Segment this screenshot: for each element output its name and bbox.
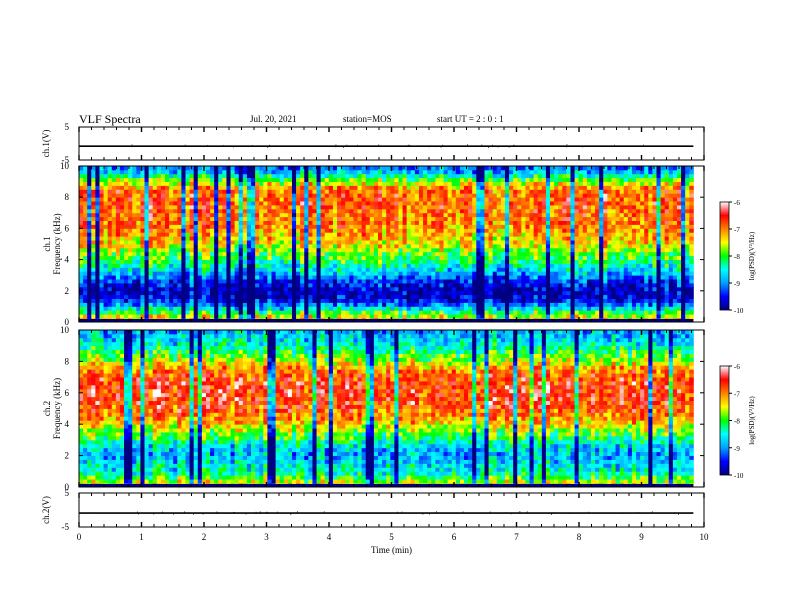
y-tick-label: 5 <box>65 122 70 132</box>
x-tick-label: 6 <box>452 532 457 542</box>
y-tick-label: 0 <box>65 317 70 327</box>
colorbar-tick-label: -8 <box>734 418 740 426</box>
spectrogram-ylabel: ch.1 Frequency (kHz) <box>42 213 62 274</box>
spectrogram-ylabel-line: Frequency (kHz) <box>52 213 62 274</box>
spectrogram-ylabel-line: Frequency (kHz) <box>52 378 62 439</box>
header-station: station=MOS <box>343 114 392 124</box>
header-start-time: start UT = 2 : 0 : 1 <box>437 114 504 124</box>
colorbar-label: log(PSD)(V²/Hz) <box>748 231 756 280</box>
colorbar-tick-label: -10 <box>734 472 744 480</box>
y-tick-label: -5 <box>62 522 70 532</box>
y-tick-label: 8 <box>65 192 70 202</box>
y-tick-label: 2 <box>65 286 70 296</box>
x-tick-label: 10 <box>700 532 710 542</box>
y-tick-label: 4 <box>65 255 70 265</box>
spectrogram-image <box>79 166 694 323</box>
header-date: Jul. 20, 2021 <box>250 114 297 124</box>
x-tick-label: 3 <box>264 532 269 542</box>
voltage-panel-frame <box>78 492 705 528</box>
voltage-ylabel-line: ch.2(V) <box>41 496 51 524</box>
y-tick-label: 5 <box>65 488 70 498</box>
x-axis-label: Time (min) <box>371 545 412 555</box>
x-tick-label: 4 <box>327 532 332 542</box>
voltage-ylabel: ch.1(V) <box>41 130 51 158</box>
y-tick-label: 0 <box>65 482 70 492</box>
spectrogram-ylabel-line: ch.2 <box>42 401 52 416</box>
voltage-ylabel-line: ch.1(V) <box>41 130 51 158</box>
colorbar <box>719 201 730 311</box>
figure-title: VLF Spectra <box>79 112 141 126</box>
colorbar-tick-label: -9 <box>734 280 740 288</box>
colorbar-tick-label: -9 <box>734 445 740 453</box>
colorbar-tick-label: -10 <box>734 307 744 315</box>
x-tick-label: 7 <box>514 532 519 542</box>
colorbar-tick-label: -7 <box>734 390 740 398</box>
spectrogram-ylabel-line: ch.1 <box>42 236 52 251</box>
colorbar-tick-label: -6 <box>734 199 740 207</box>
voltage-ylabel: ch.2(V) <box>41 496 51 524</box>
x-tick-label: 2 <box>202 532 207 542</box>
spectrogram-baseline <box>79 319 694 322</box>
colorbar-tick-label: -8 <box>734 253 740 261</box>
y-tick-label: 10 <box>60 161 70 171</box>
y-tick-label: 10 <box>60 325 70 335</box>
y-tick-label: 6 <box>65 223 70 233</box>
x-tick-label: 8 <box>577 532 582 542</box>
colorbar <box>719 365 730 476</box>
x-tick-label: 0 <box>77 532 82 542</box>
y-tick-label: 4 <box>65 419 70 429</box>
spectrogram-baseline <box>79 484 694 487</box>
colorbar-label-group: log(PSD)(V²/Hz) <box>748 231 756 280</box>
y-tick-label: 8 <box>65 356 70 366</box>
y-tick-label: -5 <box>62 155 70 165</box>
x-tick-label: 9 <box>639 532 644 542</box>
colorbar-tick-label: -6 <box>734 363 740 371</box>
y-tick-label: 6 <box>65 388 70 398</box>
colorbar-label: log(PSD)(V²/Hz) <box>748 396 756 445</box>
x-tick-label: 1 <box>139 532 144 542</box>
x-tick-label: 5 <box>389 532 394 542</box>
colorbar-tick-label: -7 <box>734 226 740 234</box>
spectrogram-image <box>79 330 694 488</box>
y-tick-label: 2 <box>65 451 70 461</box>
colorbar-label-group: log(PSD)(V²/Hz) <box>748 396 756 445</box>
spectrogram-ylabel: ch.2 Frequency (kHz) <box>42 378 62 439</box>
